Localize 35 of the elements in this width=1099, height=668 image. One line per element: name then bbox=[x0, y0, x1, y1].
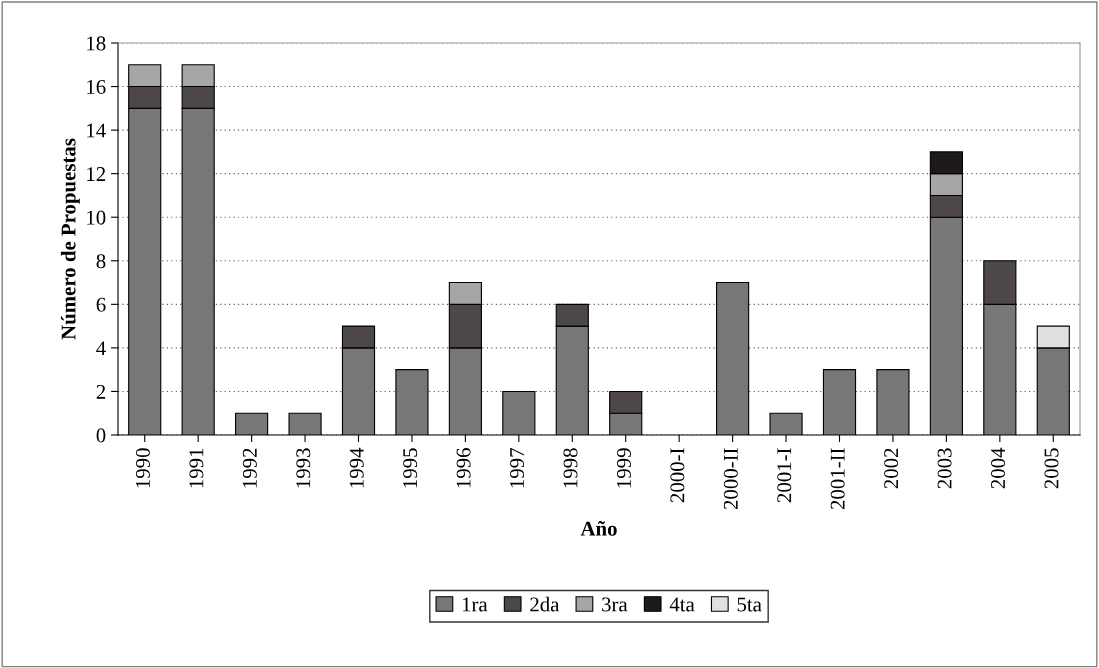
y-tick-label: 8 bbox=[96, 254, 106, 269]
y-tick-label: 14 bbox=[87, 123, 106, 138]
legend-label: 5ta bbox=[737, 597, 762, 612]
x-tick-label: 1994 bbox=[349, 447, 364, 488]
y-tick-label: 6 bbox=[96, 297, 106, 312]
y-tick-label: 12 bbox=[87, 167, 106, 181]
x-tick-label: 1995 bbox=[403, 448, 418, 488]
y-tick-label: 16 bbox=[87, 79, 106, 94]
legend-label: 1ra bbox=[462, 597, 488, 612]
y-tick-label: 0 bbox=[96, 428, 106, 443]
x-tick-label: 1997 bbox=[510, 448, 525, 488]
x-tick-label: 1990 bbox=[135, 448, 150, 488]
x-tick-label: 2000-I bbox=[670, 448, 685, 503]
x-tick-label: 1992 bbox=[242, 448, 257, 488]
legend-label: 3ra bbox=[602, 597, 628, 612]
x-tick-label: 2004 bbox=[990, 447, 1006, 489]
y-tick-label: 10 bbox=[87, 210, 106, 225]
x-tick-label: 2003 bbox=[937, 448, 952, 489]
x-tick-label: 1998 bbox=[563, 448, 578, 488]
x-tick-label: 2001-I bbox=[777, 448, 792, 503]
y-tick-label: 18 bbox=[87, 36, 106, 51]
x-tick-label: 2000-II bbox=[723, 448, 738, 510]
x-tick-label: 1999 bbox=[616, 448, 631, 488]
legend-label: 4ta bbox=[669, 597, 695, 612]
x-tick-label: 1996 bbox=[456, 448, 471, 488]
x-tick-label: 2001-II bbox=[830, 448, 845, 510]
x-tick-label: 1993 bbox=[296, 448, 311, 488]
y-axis-title: Número de Propuestas bbox=[60, 138, 80, 340]
x-axis-title: Año bbox=[580, 521, 617, 536]
y-tick-label: 2 bbox=[96, 384, 106, 399]
x-tick-label: 2002 bbox=[884, 448, 899, 489]
y-tick-label: 4 bbox=[96, 341, 106, 356]
x-tick-label: 2005 bbox=[1044, 448, 1059, 489]
x-tick-label: 1991 bbox=[189, 448, 204, 488]
legend-label: 2da bbox=[530, 596, 560, 612]
